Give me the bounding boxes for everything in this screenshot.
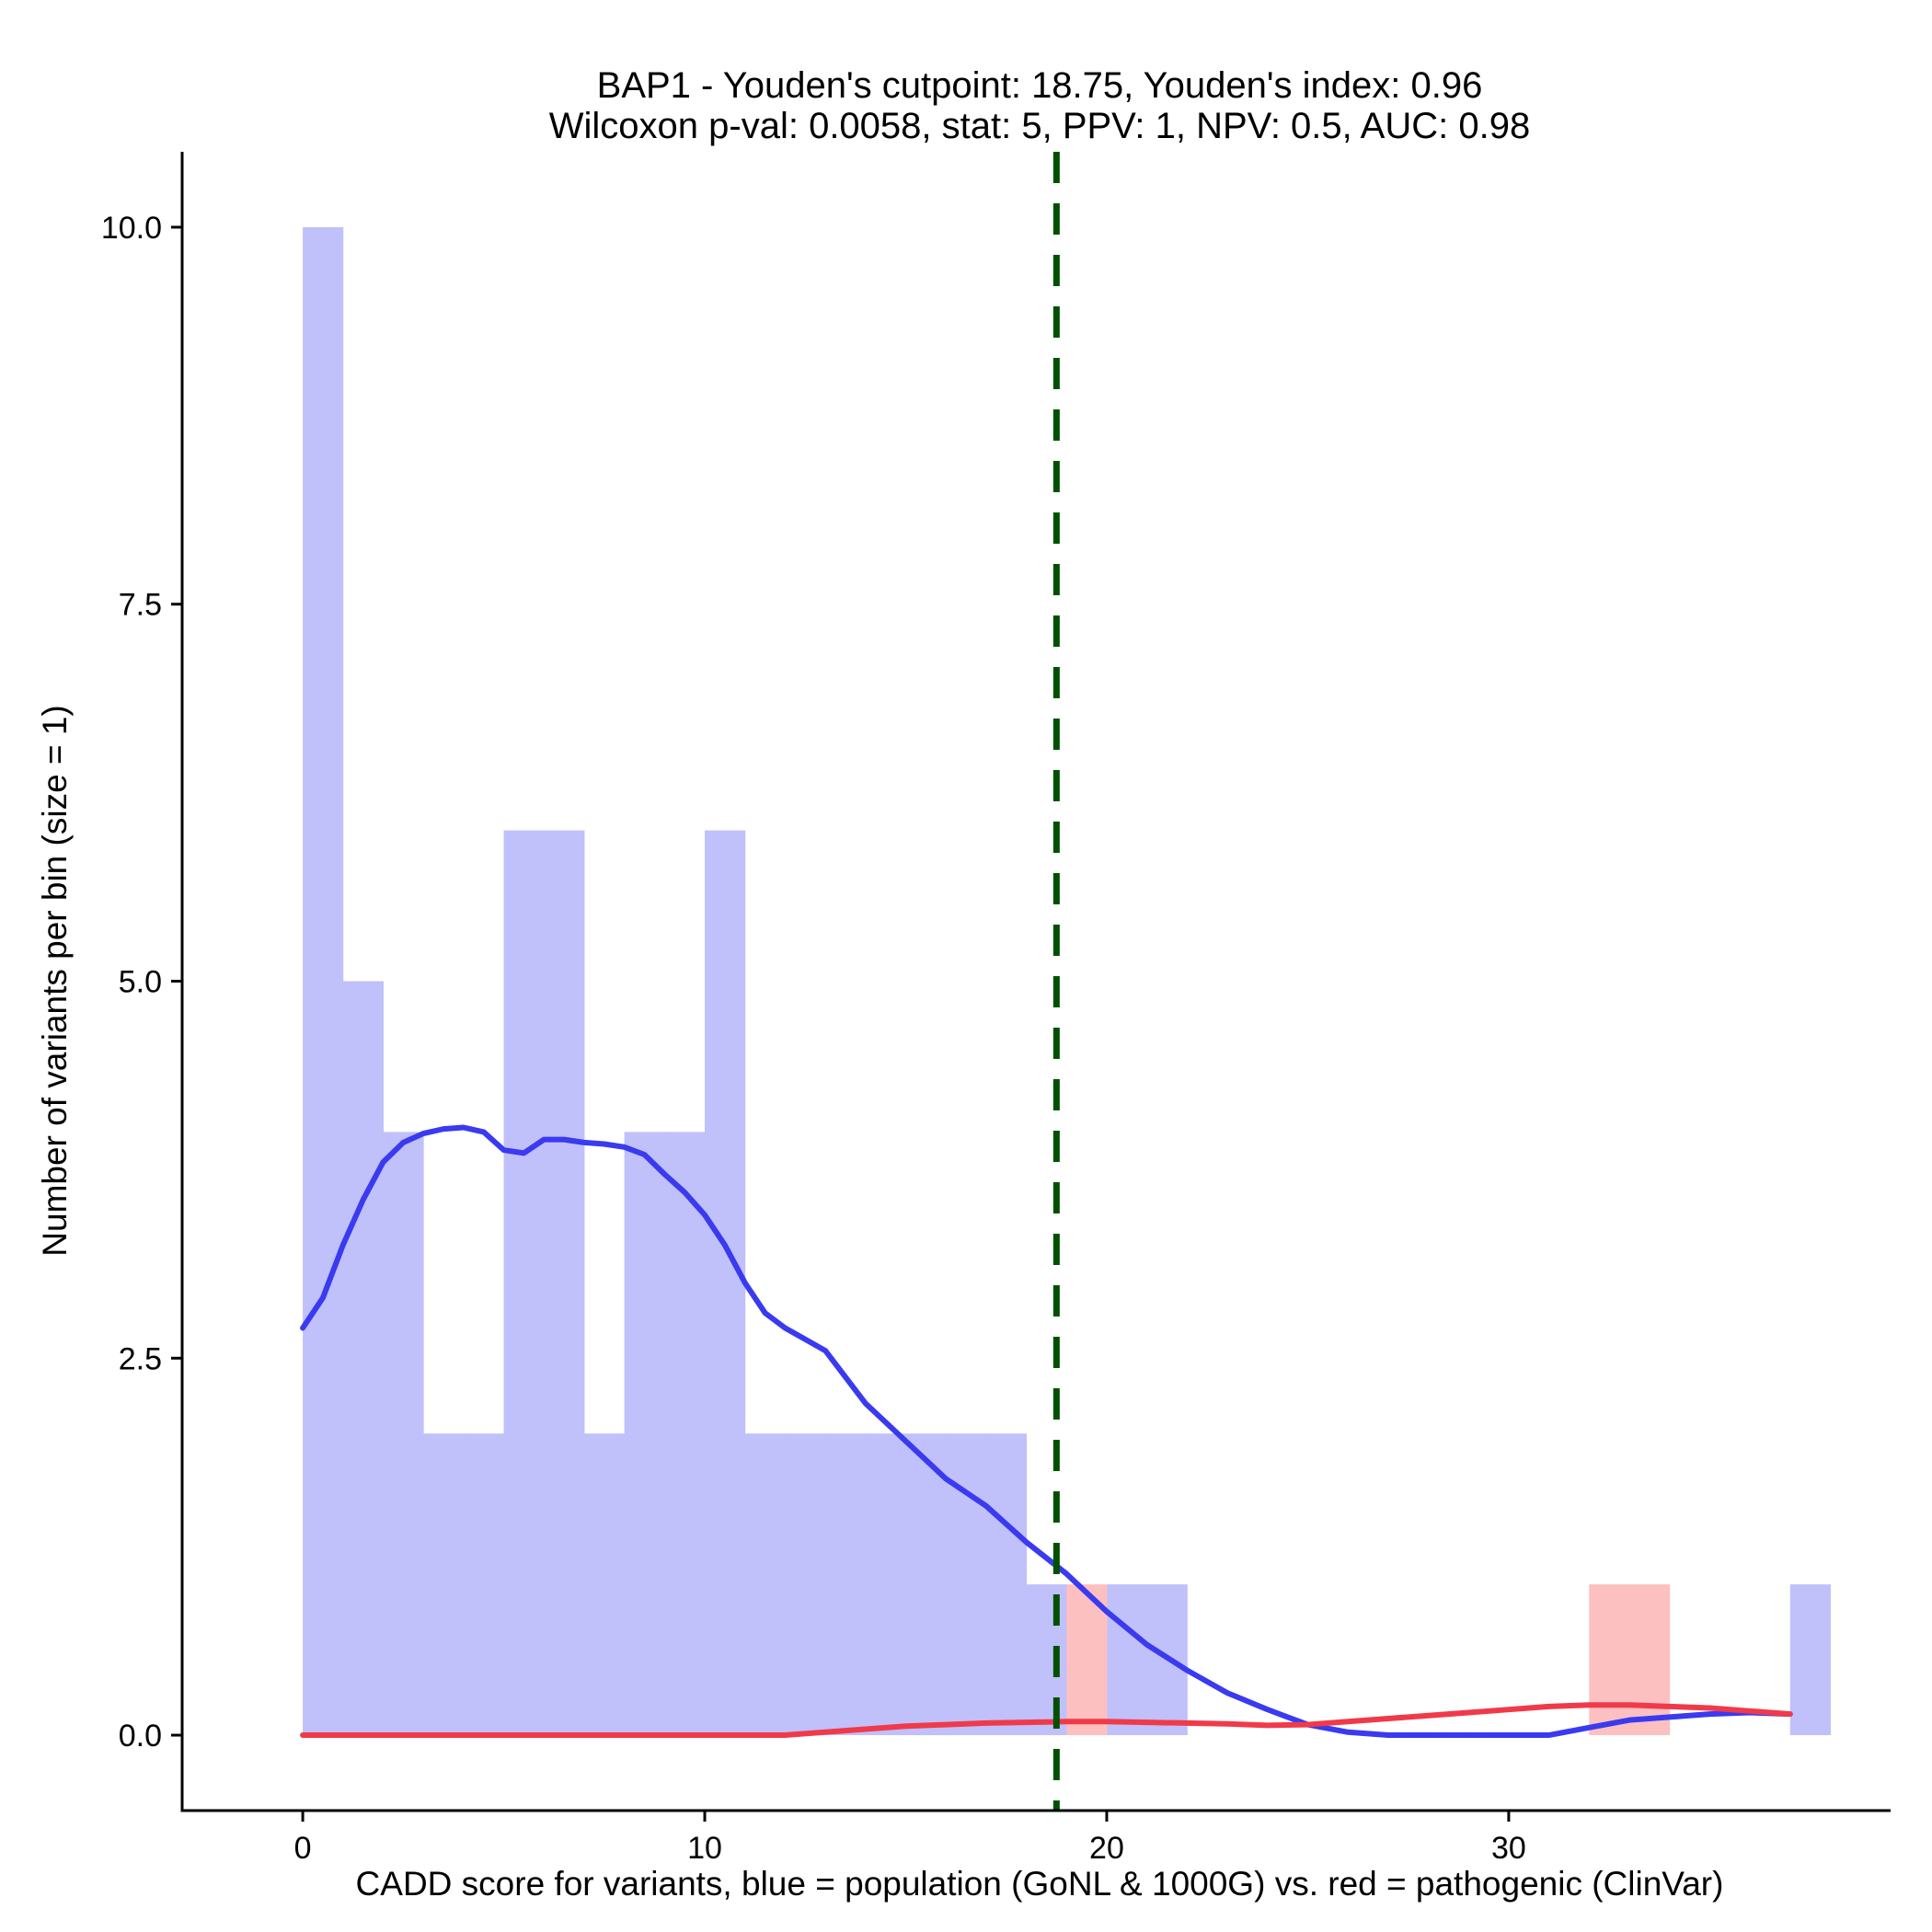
axes: 0 10 20 30 0.0 2.5 5.0 7.5 10.0	[101, 152, 1891, 1866]
x-tick-label-1: 10	[687, 1831, 722, 1866]
y-tick-label-0: 0.0	[119, 1719, 162, 1754]
y-axis-title: Number of variants per bin (size = 1)	[36, 705, 74, 1256]
y-tick-label-2: 5.0	[119, 965, 162, 1000]
population-bar-17	[985, 1433, 1028, 1736]
y-tick-label-1: 2.5	[119, 1341, 162, 1376]
title: BAP1 - Youden's cutpoint: 18.75, Youden'…	[549, 65, 1530, 146]
chart-title-line1: BAP1 - Youden's cutpoint: 18.75, Youden'…	[597, 65, 1483, 106]
population-bar-9	[664, 1132, 706, 1736]
x-tick-label-3: 30	[1491, 1831, 1526, 1866]
population-bar-12	[785, 1433, 826, 1736]
population-bar-5	[503, 830, 545, 1736]
pathogenic-bars	[1066, 1584, 1671, 1736]
population-bar-19	[1106, 1584, 1148, 1736]
x-axis-title: CADD score for variants, blue = populati…	[356, 1865, 1724, 1903]
population-bar-2	[383, 1132, 424, 1736]
y-tick-label-3: 7.5	[119, 588, 162, 623]
population-bar-4	[463, 1433, 505, 1736]
population-bar-6	[544, 830, 585, 1736]
population-bar-0	[303, 226, 344, 1736]
population-bar-21	[1789, 1584, 1831, 1736]
pathogenic-bar-0	[1066, 1584, 1108, 1736]
x-tick-label-0: 0	[294, 1831, 312, 1866]
chart-title-line2: Wilcoxon p-val: 0.0058, stat: 5, PPV: 1,…	[549, 106, 1530, 146]
population-bars	[303, 226, 1831, 1736]
pathogenic-bar-2	[1628, 1584, 1671, 1736]
x-tick-label-2: 20	[1089, 1831, 1124, 1866]
population-bar-18	[1026, 1584, 1067, 1736]
population-bar-13	[825, 1433, 867, 1736]
population-density-line	[300, 1124, 1793, 1739]
population-bar-7	[583, 1433, 626, 1736]
population-bar-3	[423, 1433, 465, 1736]
population-bar-16	[946, 1433, 987, 1736]
population-bar-11	[744, 1433, 786, 1736]
density-curves	[300, 1124, 1793, 1739]
population-bar-8	[624, 1132, 665, 1736]
population-bar-15	[905, 1433, 947, 1736]
population-bar-14	[865, 1433, 906, 1736]
pathogenic-bar-1	[1589, 1584, 1630, 1736]
population-bar-1	[342, 981, 384, 1736]
y-tick-label-4: 10.0	[101, 211, 162, 246]
pathogenic-density-line	[300, 1702, 1793, 1739]
population-bar-10	[705, 830, 746, 1736]
